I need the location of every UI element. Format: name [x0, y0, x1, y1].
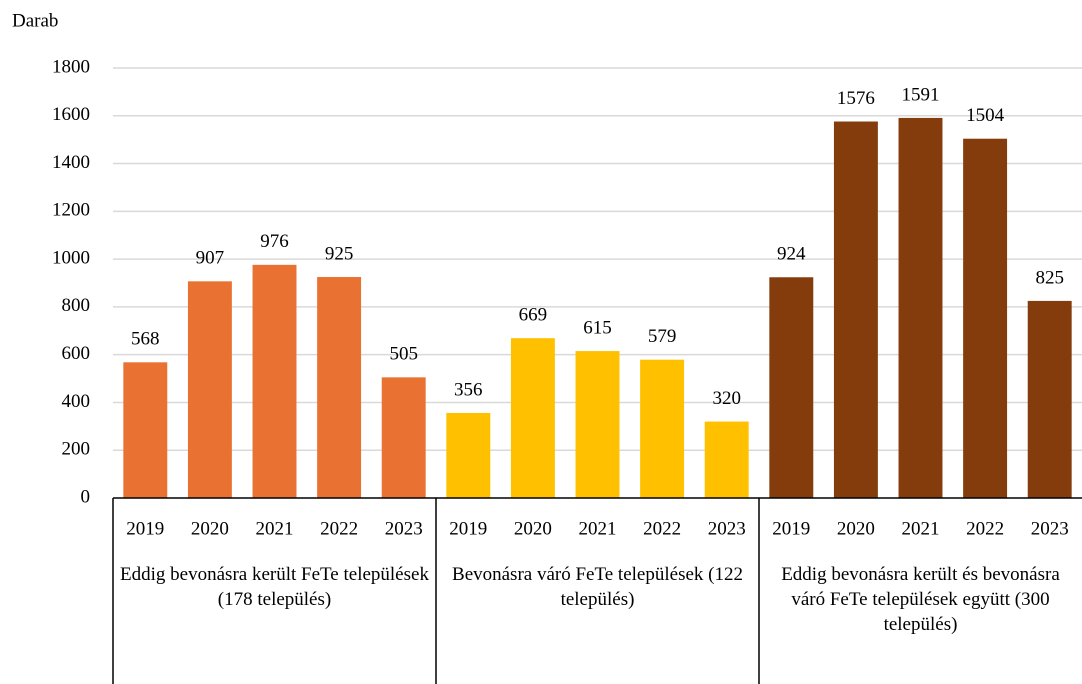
group-label-box: Eddig bevonásra került FeTe települések … [120, 564, 429, 610]
bar [1027, 300, 1072, 498]
bar [769, 277, 814, 498]
x-tick-label: 2020 [837, 518, 875, 539]
data-label: 615 [583, 317, 612, 338]
bar [317, 277, 362, 498]
group-label: Eddig bevonásra került és bevonásra váró… [781, 564, 1060, 635]
group-label: Eddig bevonásra került FeTe települések … [120, 564, 429, 610]
bar [704, 421, 749, 498]
data-label: 976 [260, 231, 289, 252]
y-tick-label: 0 [81, 486, 91, 507]
y-axis-label: Darab [12, 10, 58, 31]
y-tick-label: 1200 [52, 200, 90, 221]
data-label: 579 [648, 326, 677, 347]
data-label: 568 [131, 329, 160, 350]
data-label: 907 [196, 248, 225, 269]
x-tick-label: 2019 [126, 518, 164, 539]
y-tick-label: 1400 [52, 152, 90, 173]
data-label: 320 [712, 388, 741, 409]
data-label: 825 [1035, 267, 1064, 288]
data-label: 505 [389, 344, 418, 365]
data-label: 924 [777, 244, 806, 265]
x-tick-label: 2022 [966, 518, 1004, 539]
data-label: 1576 [837, 88, 875, 109]
bar [510, 338, 555, 498]
x-tick-label: 2022 [320, 518, 358, 539]
data-label: 925 [325, 243, 354, 264]
data-label: 356 [454, 379, 483, 400]
y-tick-label: 200 [62, 439, 91, 460]
x-tick-label: 2022 [643, 518, 681, 539]
y-tick-label: 1800 [52, 56, 90, 77]
y-tick-label: 400 [62, 391, 91, 412]
y-tick-label: 600 [62, 343, 91, 364]
bar [123, 362, 168, 498]
data-label: 669 [519, 305, 548, 326]
x-tick-label: 2023 [1031, 518, 1069, 539]
y-tick-label: 800 [62, 295, 91, 316]
x-tick-label: 2019 [449, 518, 487, 539]
x-tick-label: 2019 [772, 518, 810, 539]
x-tick-label: 2021 [256, 518, 294, 539]
x-tick-label: 2021 [902, 518, 940, 539]
x-tick-label: 2020 [191, 518, 229, 539]
x-tick-label: 2023 [385, 518, 423, 539]
bar [252, 264, 297, 498]
bar [963, 138, 1008, 498]
data-label: 1504 [966, 105, 1005, 126]
data-label: 1591 [902, 84, 940, 105]
bar [898, 117, 943, 498]
bar [187, 281, 232, 498]
x-tick-label: 2023 [708, 518, 746, 539]
group-label-box: Bevonásra váró FeTe települések (122 tel… [452, 564, 743, 610]
bar [575, 351, 620, 498]
bar [640, 359, 685, 498]
group-label: Bevonásra váró FeTe települések (122 tel… [452, 564, 743, 610]
x-tick-label: 2020 [514, 518, 552, 539]
bar [446, 412, 491, 498]
x-tick-label: 2021 [579, 518, 617, 539]
group-label-box: Eddig bevonásra került és bevonásra váró… [781, 564, 1060, 635]
bar [381, 377, 426, 498]
y-tick-label: 1600 [52, 104, 90, 125]
y-tick-label: 1000 [52, 247, 90, 268]
bar [833, 121, 878, 498]
